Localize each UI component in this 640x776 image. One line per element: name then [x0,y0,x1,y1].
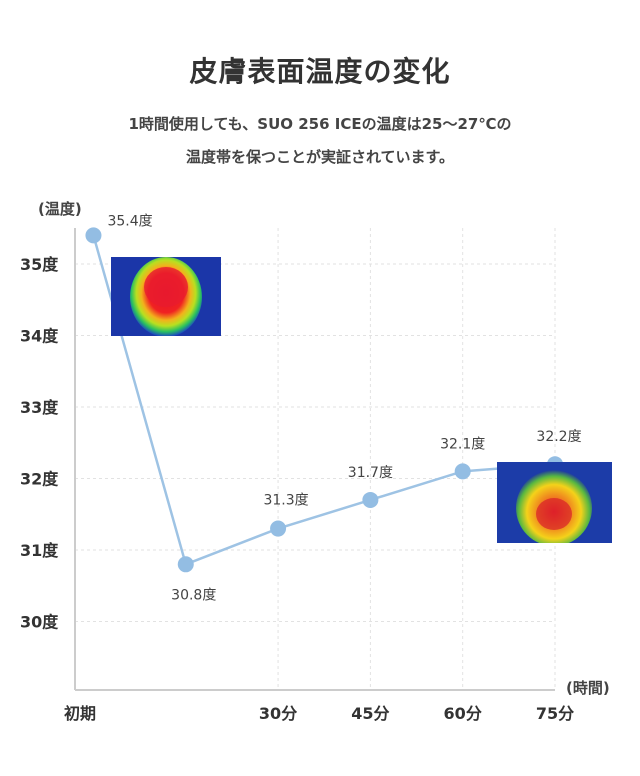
x-axis-label: (時間) [566,679,610,697]
y-tick-label: 32度 [20,470,59,489]
subtitle-line-2: 温度帯を保つことが実証されています。 [185,148,455,166]
data-point [270,520,287,537]
y-tick-label: 30度 [20,613,59,632]
data-label: 31.7度 [348,465,393,481]
subtitle-line-1: 1時間使用しても、SUO 256 ICEの温度は25～27℃の [128,115,512,133]
x-tick-label: 初期 [64,704,96,723]
thermal-image-initial [111,257,221,336]
data-point [85,227,102,244]
subtitle: 1時間使用しても、SUO 256 ICEの温度は25～27℃の 温度帯を保つこと… [0,108,640,174]
data-label: 35.4度 [107,213,152,229]
x-tick-label: 45分 [351,704,389,723]
data-labels: 35.4度 30.8度 31.3度 31.7度 32.1度 32.2度 [107,213,581,603]
x-tick-label: 30分 [259,704,297,723]
thermal-image-75min [497,462,612,543]
data-label: 32.2度 [536,429,581,445]
y-tick-label: 35度 [20,255,59,274]
page-title: 皮膚表面温度の変化 [189,55,451,88]
x-tick-label: 60分 [444,704,482,723]
data-point [177,556,194,573]
y-tick-label: 31度 [20,541,59,560]
data-point [454,463,471,480]
series-line [92,235,556,566]
data-label: 31.3度 [263,493,308,509]
y-tick-label: 34度 [20,327,59,346]
x-tick-label: 75分 [536,704,574,723]
y-axis-label: (温度) [38,200,82,218]
y-tick-label: 33度 [20,398,59,417]
data-point [362,491,379,508]
data-label: 30.8度 [171,587,216,603]
data-label: 32.1度 [440,436,485,452]
axes [74,228,555,691]
series-line-path [92,235,556,566]
